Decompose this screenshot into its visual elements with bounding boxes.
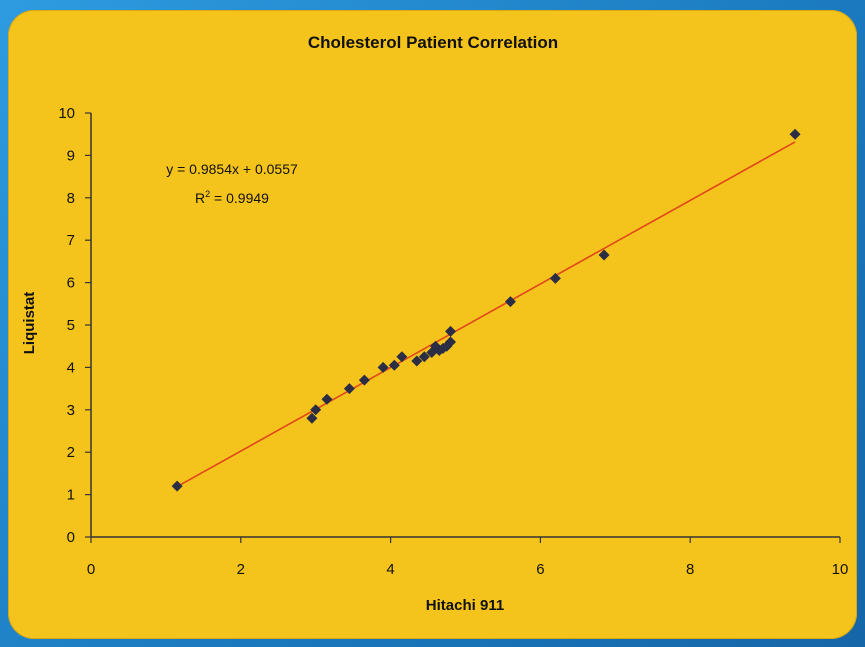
x-tick-label: 10: [832, 561, 849, 578]
y-axis-label: Liquistat: [21, 292, 38, 355]
data-point: [445, 336, 457, 348]
data-point: [306, 412, 318, 424]
data-point: [377, 361, 389, 373]
data-point: [396, 351, 408, 363]
trendline-group: [176, 141, 796, 488]
r-squared-label: R2 = 0.9949: [195, 189, 269, 206]
r-squared-value: = 0.9949: [210, 190, 269, 206]
y-tick-label: 8: [67, 190, 75, 207]
data-point: [418, 351, 430, 363]
data-point: [171, 480, 183, 492]
data-point: [445, 325, 457, 337]
y-tick-label: 6: [67, 275, 75, 292]
data-point: [343, 383, 355, 395]
data-point: [789, 128, 801, 140]
r-squared-prefix: R: [195, 190, 205, 206]
x-tick-label: 4: [386, 561, 394, 578]
y-tick-label: 7: [67, 232, 75, 249]
data-point: [411, 355, 423, 367]
y-tick-label: 5: [67, 317, 75, 334]
data-point: [549, 272, 561, 284]
axes: 0 2 4 6 8 10 0 1 2 3 4 5 6 7 8 9 10: [58, 105, 848, 578]
y-tick-label: 2: [67, 444, 75, 461]
chart-panel: [8, 10, 857, 639]
r-squared-exponent: 2: [205, 189, 210, 199]
x-tick-label: 2: [237, 561, 245, 578]
data-point: [388, 359, 400, 371]
y-tick-label: 3: [67, 402, 75, 419]
x-tick-label: 6: [536, 561, 544, 578]
data-points: [171, 128, 801, 492]
x-tick-label: 0: [87, 561, 95, 578]
data-point: [358, 374, 370, 386]
y-tick-label: 9: [67, 147, 75, 164]
trendline-equation: y = 0.9854x + 0.0557: [166, 161, 298, 177]
y-tick-label: 1: [67, 487, 75, 504]
x-tick-label: 8: [686, 561, 694, 578]
x-axis-label: Hitachi 911: [426, 597, 504, 614]
chart-title: Cholesterol Patient Correlation: [308, 33, 558, 52]
trendline: [176, 141, 796, 488]
data-point: [310, 404, 322, 416]
data-point: [504, 296, 516, 308]
data-point: [598, 249, 610, 261]
data-point: [321, 393, 333, 405]
y-tick-label: 10: [58, 105, 75, 122]
y-tick-label: 4: [67, 359, 75, 376]
y-tick-label: 0: [67, 529, 75, 546]
